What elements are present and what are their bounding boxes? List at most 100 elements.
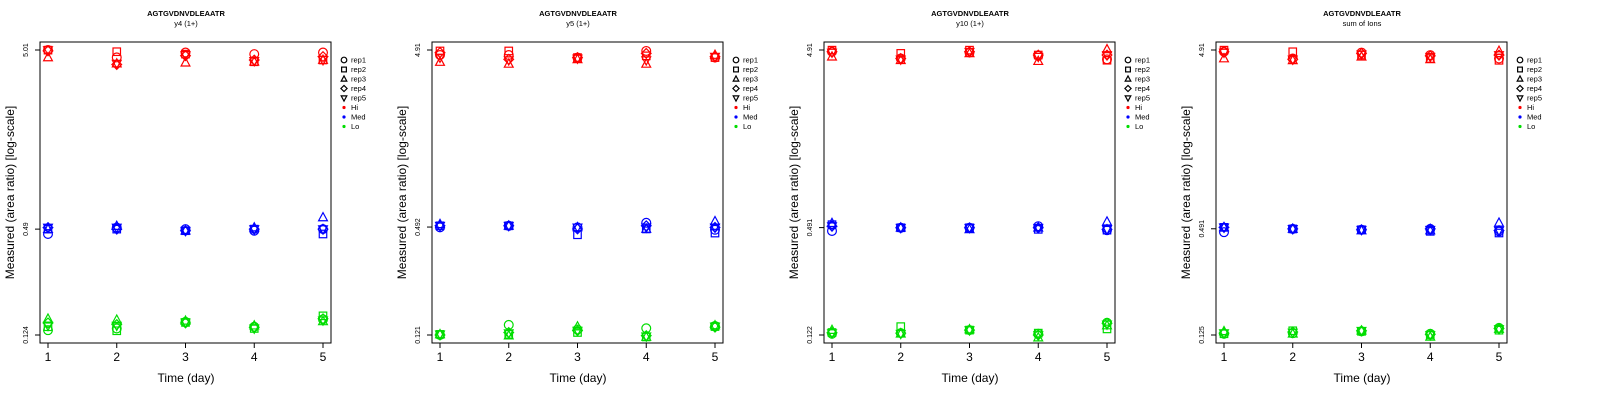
data-point <box>641 217 652 228</box>
legend-label: Hi <box>351 103 358 112</box>
legend-label: rep4 <box>743 84 758 93</box>
x-tick-label: 4 <box>643 350 650 364</box>
data-point <box>895 329 907 340</box>
y-axis-label: Measured (area ratio) [log-scale] <box>3 106 17 279</box>
data-point <box>503 221 515 232</box>
legend-marker <box>732 95 740 103</box>
data-point <box>640 223 652 234</box>
data-point <box>1218 329 1230 340</box>
chart-title: AGTGVDNVDLEAATR <box>539 9 617 18</box>
x-tick-label: 5 <box>1104 350 1111 364</box>
data-point <box>1032 221 1044 232</box>
legend-label: rep4 <box>1527 84 1542 93</box>
legend-label: rep3 <box>1135 75 1150 84</box>
data-point <box>248 56 260 67</box>
data-point <box>434 46 446 59</box>
chart-subtitle: y4 (1+) <box>174 19 198 28</box>
legend-label: rep1 <box>351 56 366 65</box>
data-point <box>1032 331 1044 342</box>
data-point <box>503 57 515 68</box>
legend-marker <box>1516 95 1524 103</box>
data-point <box>826 329 838 340</box>
legend-label: rep2 <box>1135 65 1150 74</box>
legend-label: Med <box>1135 113 1150 122</box>
data-point <box>710 228 720 238</box>
legend-marker <box>342 115 346 119</box>
legend-marker <box>734 115 738 119</box>
data-point <box>434 53 446 64</box>
x-tick-label: 2 <box>897 350 904 364</box>
legend-marker <box>1124 74 1132 82</box>
data-point <box>434 221 446 232</box>
data-point <box>640 56 652 67</box>
x-tick-label: 3 <box>966 350 973 364</box>
y-tick-label: 4.91 <box>807 43 814 57</box>
data-point <box>434 328 446 339</box>
y-axis-label: Measured (area ratio) [log-scale] <box>395 106 409 279</box>
data-point <box>434 330 446 341</box>
data-point <box>1218 48 1230 59</box>
data-point <box>111 313 123 324</box>
data-point <box>1356 50 1367 61</box>
data-point <box>1101 43 1113 54</box>
y-tick-label: 0.121 <box>415 326 422 344</box>
data-point <box>1101 225 1113 236</box>
legend-label: rep2 <box>1527 65 1542 74</box>
legend-marker <box>341 66 347 73</box>
x-tick-label: 2 <box>505 350 512 364</box>
legend-marker <box>1126 124 1130 129</box>
chart-title: AGTGVDNVDLEAATR <box>931 9 1009 18</box>
chart-title: AGTGVDNVDLEAATR <box>147 9 225 18</box>
data-point <box>112 47 122 57</box>
data-point <box>1493 325 1505 336</box>
data-point <box>1218 223 1230 234</box>
legend-marker <box>1517 66 1523 73</box>
data-point <box>1101 51 1113 62</box>
data-point <box>1493 322 1505 333</box>
data-point <box>1356 324 1367 335</box>
legend-marker <box>1124 95 1132 103</box>
legend-label: rep1 <box>743 56 758 65</box>
legend-label: rep4 <box>351 84 366 93</box>
data-point <box>641 45 652 56</box>
y-tick-label: 0.125 <box>1199 326 1206 344</box>
x-tick-label: 3 <box>182 350 189 364</box>
data-point <box>640 332 652 343</box>
data-point <box>42 46 54 57</box>
x-axis-label: Time (day) <box>1334 371 1391 385</box>
legend-marker <box>1518 105 1522 110</box>
data-point <box>1032 223 1044 234</box>
x-tick-label: 2 <box>113 350 120 364</box>
y-tick-label: 0.124 <box>23 326 30 344</box>
legend-label: rep5 <box>1527 94 1542 103</box>
data-point <box>964 323 975 334</box>
x-tick-label: 4 <box>251 350 258 364</box>
data-point <box>572 223 583 234</box>
data-point <box>1032 55 1044 66</box>
data-point <box>1032 52 1044 63</box>
data-point <box>1287 328 1299 339</box>
legend-marker <box>1126 105 1130 110</box>
x-tick-label: 4 <box>1035 350 1042 364</box>
data-point <box>434 55 446 66</box>
data-point <box>503 329 515 340</box>
data-point <box>1494 55 1504 65</box>
data-point <box>42 223 54 234</box>
data-point <box>896 49 906 58</box>
plot-frame <box>823 41 1116 344</box>
data-point <box>709 52 721 63</box>
data-point <box>1218 52 1230 63</box>
data-point <box>180 318 191 329</box>
legend-label: Hi <box>1527 103 1534 112</box>
plot-frame <box>431 41 724 344</box>
data-point <box>964 47 975 58</box>
data-point <box>1494 228 1504 238</box>
data-point <box>709 215 721 226</box>
legend-marker <box>732 56 740 64</box>
data-point <box>1424 225 1436 236</box>
data-point <box>826 222 838 233</box>
data-point <box>180 314 191 325</box>
data-point <box>317 316 329 327</box>
